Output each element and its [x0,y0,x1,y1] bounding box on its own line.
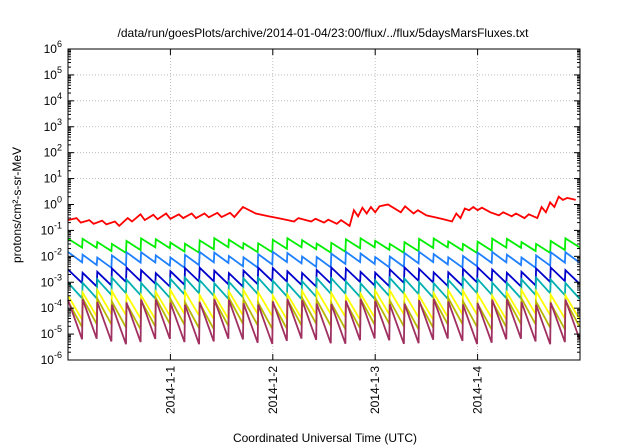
x-axis-label: Coordinated Universal Time (UTC) [233,431,417,445]
flux-series-line [67,195,576,228]
x-tick-label: 2014-1-3 [368,366,382,414]
x-tick-label: 2014-1-1 [163,366,177,414]
y-tick-label: 104 [44,91,62,108]
flux-series-line [67,298,581,345]
y-tick-label: 100 [44,195,62,212]
x-tick-label: 2014-1-2 [266,366,280,414]
y-tick-label: 103 [44,117,62,134]
flux-series-line [67,265,581,289]
y-tick-label: 102 [44,143,62,160]
y-tick-label: 10-6 [41,350,62,367]
flux-series-line [67,236,580,255]
chart-title: /data/run/goesPlots/archive/2014-01-04/2… [118,26,530,40]
y-tick-label: 10-2 [41,246,62,263]
x-tick-label: 2014-1-4 [471,366,485,414]
y-tick-label: 10-5 [41,324,62,341]
y-tick-label: 10-4 [41,298,62,315]
y-tick-label: 106 [44,39,62,56]
x-axis-ticks: 2014-1-1 2014-1-2 2014-1-3 2014-1-4 [163,49,485,414]
y-tick-label: 105 [44,65,62,82]
y-tick-label: 10-1 [41,220,62,237]
y-axis-ticks: 10-6 10-5 10-4 10-3 10-2 10-1 100 101 102 103 104 1… [41,39,580,367]
y-tick-label: 101 [44,169,62,186]
flux-series-line [67,250,581,270]
y-axis-label: protons/cm²-s-sr-MeV [10,147,24,263]
grid-lines [68,49,580,360]
flux-series-line [67,275,581,302]
data-series [67,195,581,345]
y-tick-label: 10-3 [41,272,62,289]
